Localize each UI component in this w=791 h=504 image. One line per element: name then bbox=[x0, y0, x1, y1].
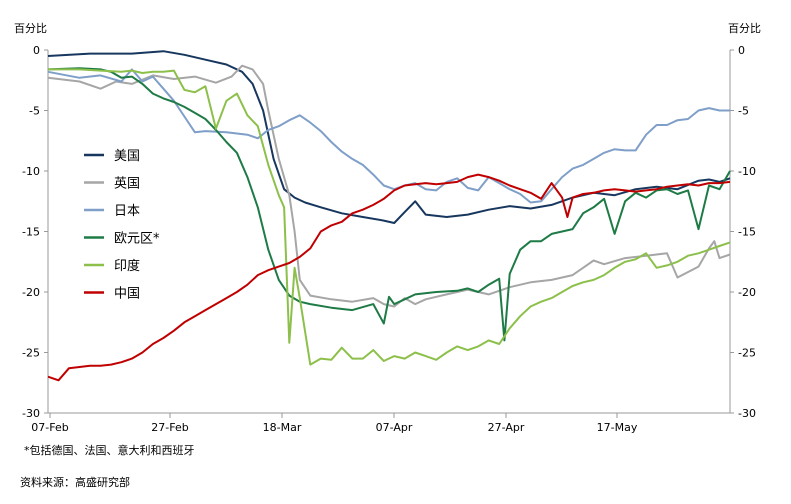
x-tick-label: 17-May bbox=[597, 421, 638, 434]
y-tick-label-left: -20 bbox=[22, 286, 40, 299]
y-tick-label-right: -30 bbox=[738, 407, 756, 420]
y-tick-label-right: -10 bbox=[738, 165, 756, 178]
y-tick-label-right: -5 bbox=[738, 105, 749, 118]
y-tick-label-left: -30 bbox=[22, 407, 40, 420]
legend-label: 英国 bbox=[114, 177, 140, 192]
legend-label: 欧元区* bbox=[114, 232, 160, 247]
x-tick-label: 07-Apr bbox=[376, 421, 413, 434]
legend-label: 美国 bbox=[114, 149, 140, 164]
legend-label: 日本 bbox=[114, 204, 140, 219]
y-tick-label-left: 0 bbox=[33, 44, 40, 57]
series-line bbox=[47, 68, 730, 204]
footnote: *包括德国、法国、意大利和西班牙 bbox=[24, 444, 195, 457]
y-tick-label-left: -5 bbox=[29, 105, 40, 118]
series-line bbox=[48, 68, 731, 366]
x-tick-label: 27-Feb bbox=[151, 421, 188, 434]
y-tick-label-right: -25 bbox=[738, 347, 756, 360]
x-tick-label: 27-Apr bbox=[488, 421, 525, 434]
y-tick-label-left: -15 bbox=[22, 226, 40, 239]
y-tick-label-right: -20 bbox=[738, 286, 756, 299]
y-tick-label-left: -25 bbox=[22, 347, 40, 360]
legend-label: 中国 bbox=[114, 287, 140, 302]
series-line bbox=[47, 67, 731, 342]
source-note: 资料来源：高盛研究部 bbox=[20, 476, 130, 489]
y-tick-label-right: -15 bbox=[738, 226, 756, 239]
series-line bbox=[47, 64, 731, 308]
series-line bbox=[47, 173, 731, 382]
y-tick-label-left: -10 bbox=[22, 165, 40, 178]
x-tick-label: 07-Feb bbox=[31, 421, 68, 434]
y-axis-label-right: 百分比 bbox=[728, 22, 761, 35]
legend-label: 印度 bbox=[114, 258, 140, 274]
x-tick-label: 18-Mar bbox=[263, 421, 302, 434]
y-tick-label-right: 0 bbox=[738, 44, 745, 57]
y-axis-label-left: 百分比 bbox=[14, 22, 47, 35]
